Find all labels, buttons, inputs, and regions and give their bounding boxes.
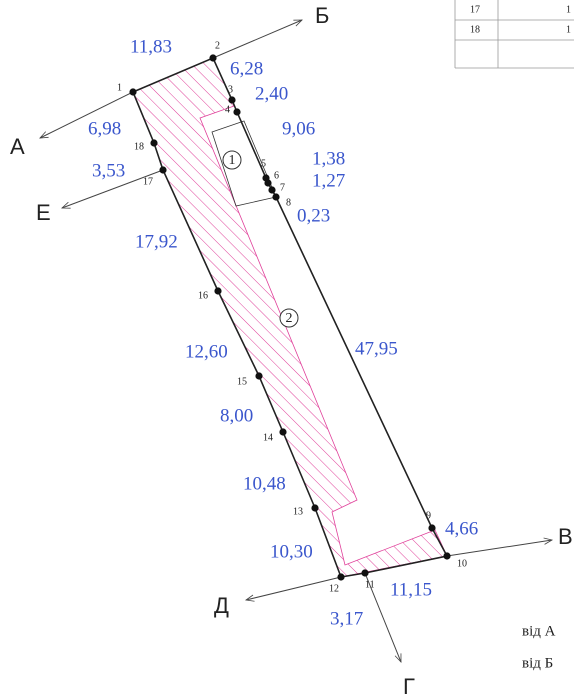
segment-length: 47,95 [355,338,398,359]
boundary-point [150,139,158,147]
segment-length: 6,28 [230,58,263,79]
table-cell: 1 [566,4,571,15]
direction-label: Е [36,200,51,225]
boundary-point [268,186,276,194]
boundary-point [255,372,263,380]
point-number: 11 [365,579,375,590]
point-number: 2 [215,40,220,51]
direction-label: А [10,134,25,159]
boundary-point [311,504,319,512]
segment-length: 3,17 [330,608,363,629]
table-cell: 18 [470,24,480,35]
segment-length: 0,23 [297,205,330,226]
parcel-label: 1 [229,153,236,168]
point-number: 3 [228,84,233,95]
segment-length: 1,38 [312,148,345,169]
segment-length: 8,00 [220,405,253,426]
segment-length: 10,48 [243,473,286,494]
point-number: 5 [261,158,266,169]
direction-label: Б [315,3,329,28]
segment-length: 4,66 [445,518,478,539]
point-number: 18 [134,141,144,152]
parcel-label: 2 [286,311,293,326]
segment-length: 3,53 [92,160,125,181]
segment-length: 10,30 [270,541,313,562]
direction-arrow [40,91,134,138]
parcel-circle [222,150,242,170]
segment-length: 17,92 [135,231,178,252]
boundary-point [214,287,222,295]
table-cell: 1 [566,24,571,35]
boundary-point [361,569,369,577]
direction-label: В [558,524,573,549]
point-number: 6 [274,170,279,181]
table [454,0,574,69]
boundary-point [159,166,167,174]
direction-label: Г [403,674,415,699]
point-number: 15 [237,376,247,387]
point-number: 12 [329,583,339,594]
boundary-point [264,179,272,187]
boundary-point [279,428,287,436]
segment-length: 9,06 [282,118,315,139]
note: від Б [522,655,553,671]
parcel-circle [279,308,299,328]
direction-arrow [364,572,402,662]
segment-length: 11,15 [390,579,432,600]
boundary-point [337,573,345,581]
table-cell: 17 [470,4,480,15]
segment-length: 12,60 [185,341,228,362]
point-number: 10 [457,558,467,569]
boundary-point [272,193,280,201]
direction-arrow [246,576,342,600]
direction-arrow [212,19,302,59]
point-number: 14 [263,432,273,443]
direction-label: Д [214,593,229,618]
point-number: 7 [280,182,285,193]
note: від А [522,623,556,639]
boundary-point [209,54,217,62]
point-number: 16 [198,290,208,301]
segment-length: 2,40 [255,83,288,104]
point-number: 17 [143,176,153,187]
segment-length: 11,83 [130,36,172,57]
point-number: 13 [293,506,303,517]
boundary-point [129,88,137,96]
boundary-point [228,96,236,104]
direction-arrow [446,540,552,557]
segment-length: 6,98 [88,118,121,139]
boundary-point [443,552,451,560]
direction-arrow [62,169,164,208]
boundary-point [428,524,436,532]
point-number: 9 [426,510,431,521]
boundary-point [233,108,241,116]
point-number: 1 [117,82,122,93]
segment-length: 1,27 [312,170,345,191]
point-number: 4 [225,104,230,115]
point-number: 8 [286,197,291,208]
